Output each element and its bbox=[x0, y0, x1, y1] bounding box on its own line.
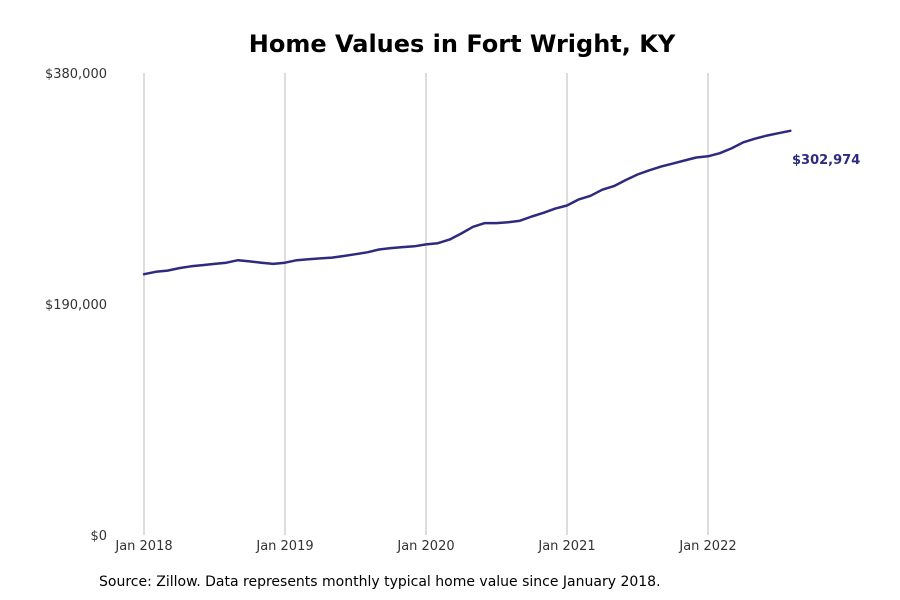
y-tick-label: $0 bbox=[90, 529, 107, 544]
x-tick-label: Jan 2019 bbox=[255, 539, 313, 554]
y-tick-label: $380,000 bbox=[45, 67, 107, 82]
axis-ticks: Jan 2018 Jan 2019 Jan 2020 Jan 2021 Jan 2022… bbox=[45, 67, 737, 554]
y-tick-label: $190,000 bbox=[45, 298, 107, 313]
source-note: Source: Zillow. Data represents monthly … bbox=[99, 574, 661, 590]
chart-title: Home Values in Fort Wright, KY bbox=[249, 30, 676, 58]
x-tick-label: Jan 2020 bbox=[396, 539, 454, 554]
gridlines bbox=[143, 73, 709, 535]
series-line bbox=[142, 129, 792, 276]
x-tick-label: Jan 2021 bbox=[537, 539, 595, 554]
end-value-label: $302,974 bbox=[792, 153, 860, 168]
x-tick-label: Jan 2022 bbox=[678, 539, 736, 554]
x-tick-label: Jan 2018 bbox=[114, 539, 172, 554]
